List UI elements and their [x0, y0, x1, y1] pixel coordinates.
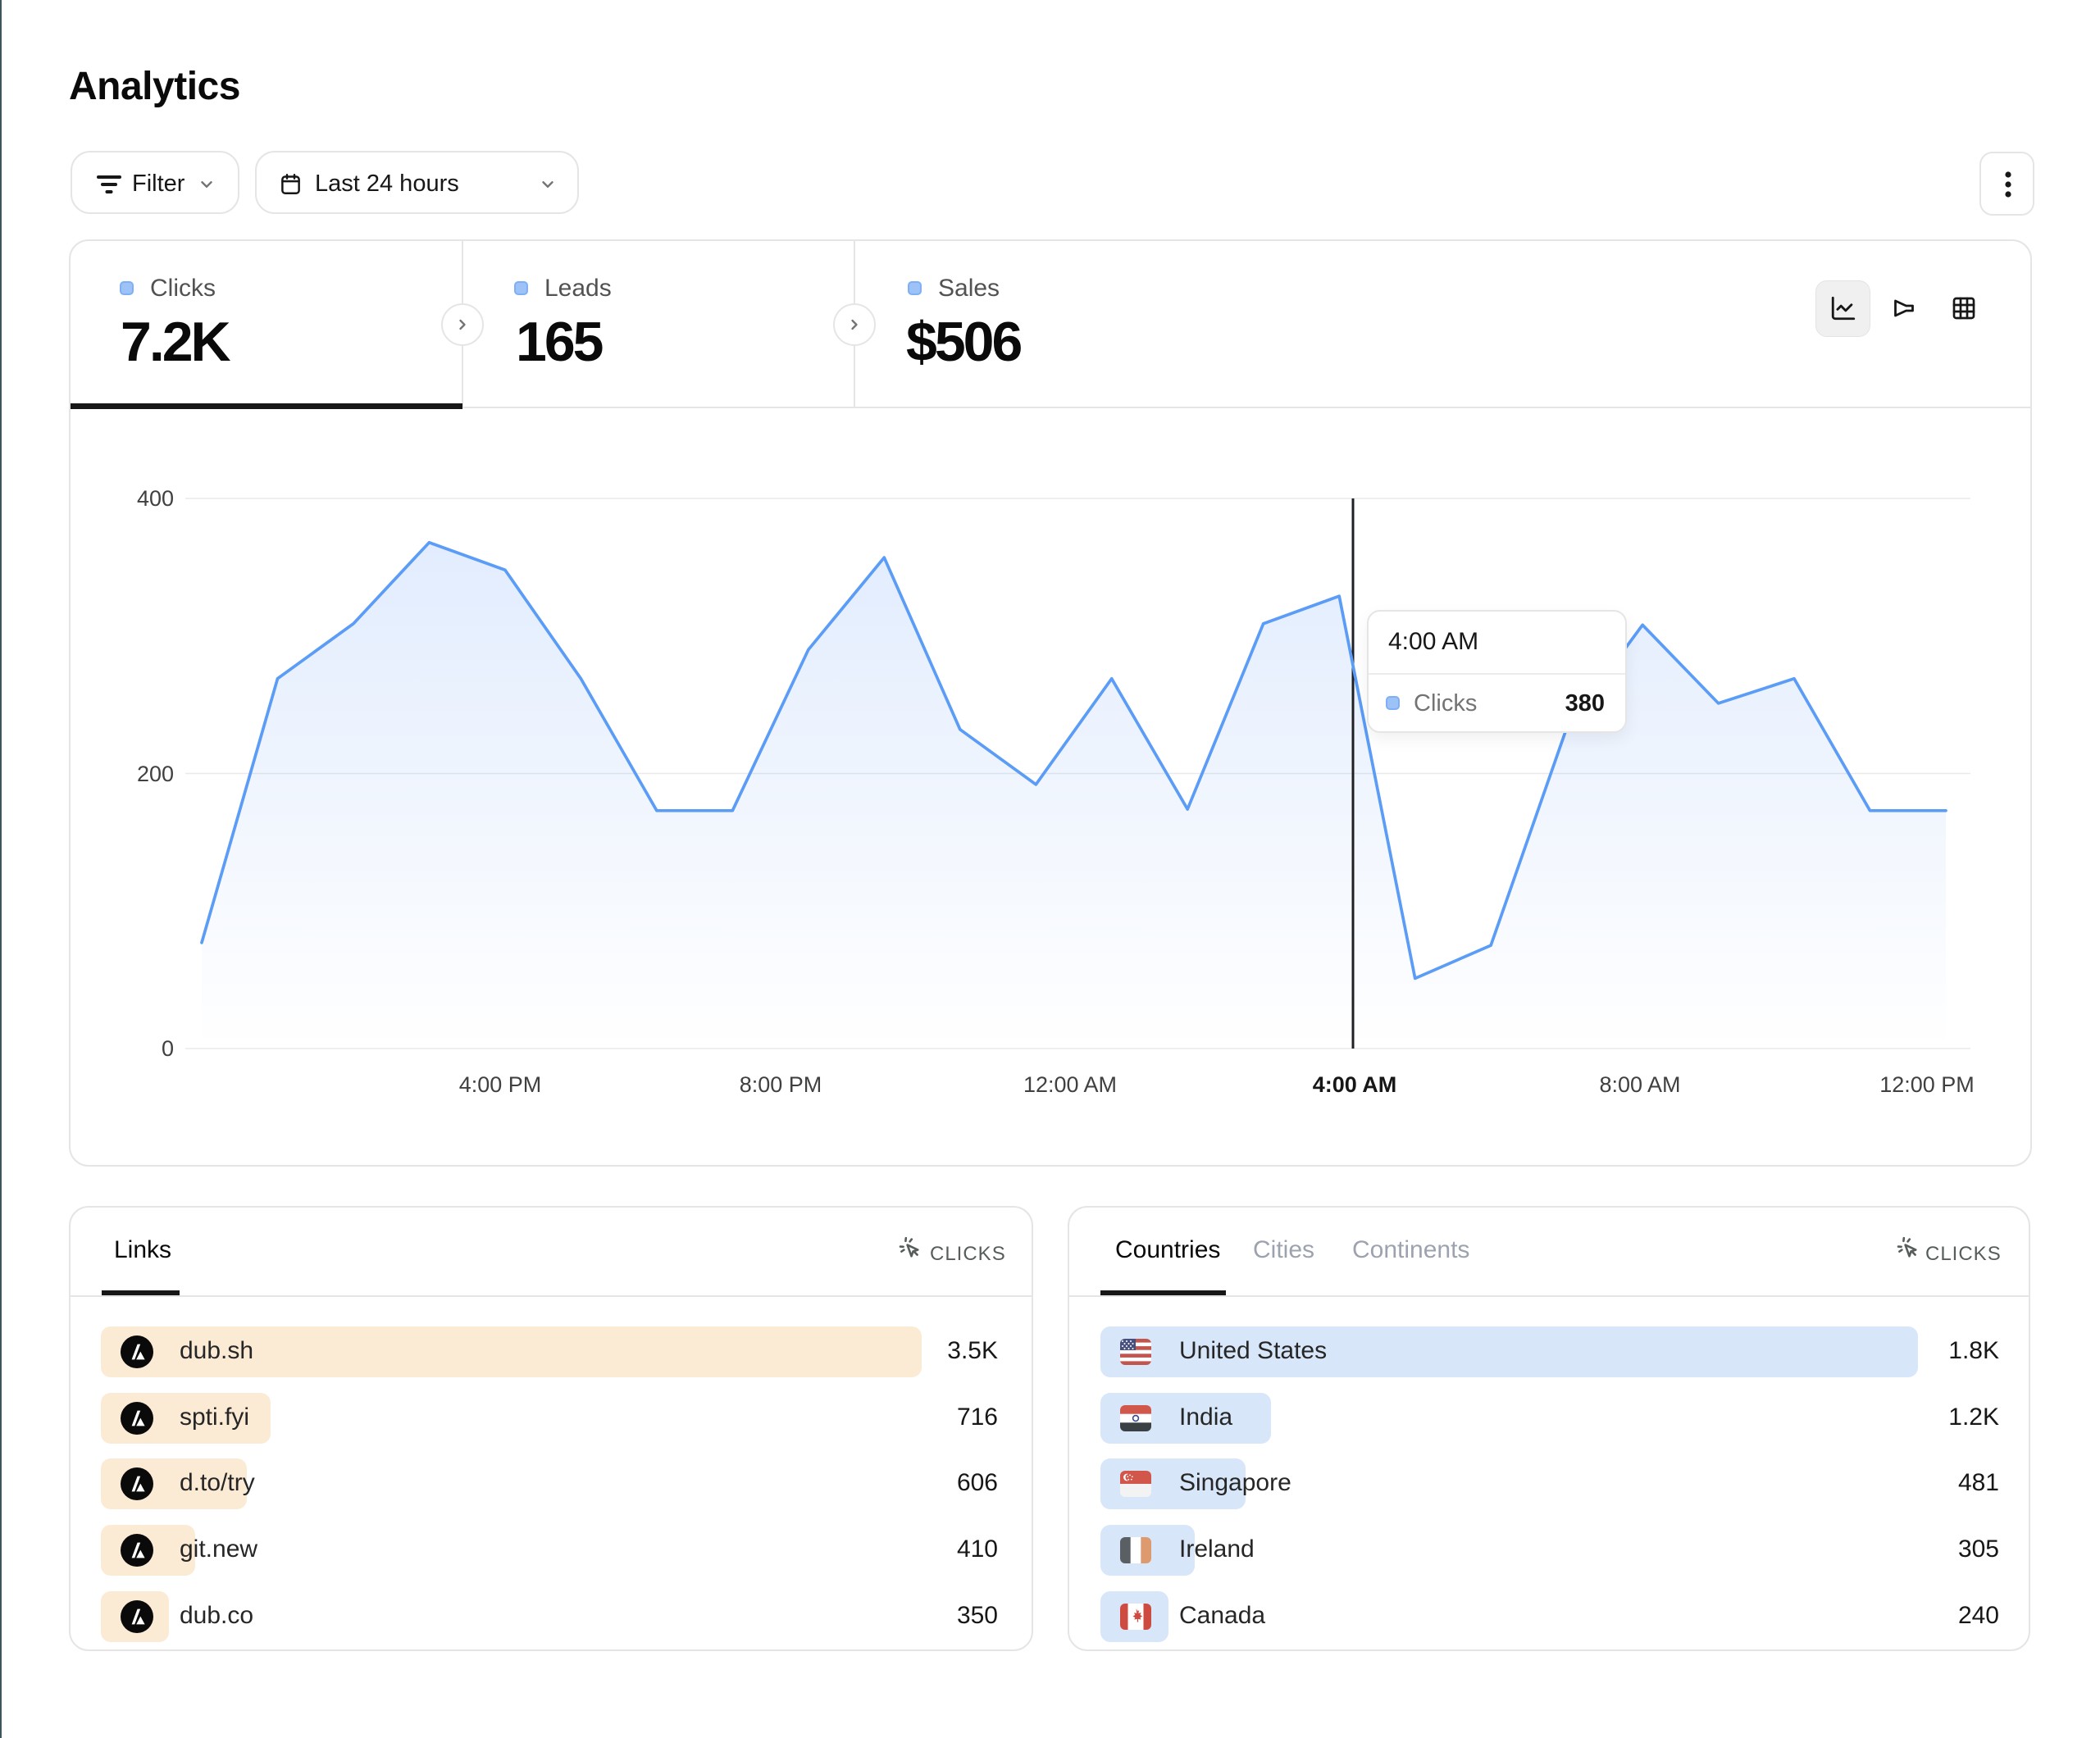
svg-text:8:00 AM: 8:00 AM — [1599, 1072, 1680, 1097]
svg-text:4:00 PM: 4:00 PM — [459, 1072, 542, 1097]
svg-text:400: 400 — [137, 486, 174, 511]
svg-text:4:00 AM: 4:00 AM — [1313, 1072, 1397, 1097]
svg-text:200: 200 — [137, 762, 174, 786]
svg-text:0: 0 — [162, 1036, 174, 1061]
svg-text:12:00 AM: 12:00 AM — [1023, 1072, 1117, 1097]
svg-text:8:00 PM: 8:00 PM — [740, 1072, 822, 1097]
svg-text:12:00 PM: 12:00 PM — [1879, 1072, 1975, 1097]
